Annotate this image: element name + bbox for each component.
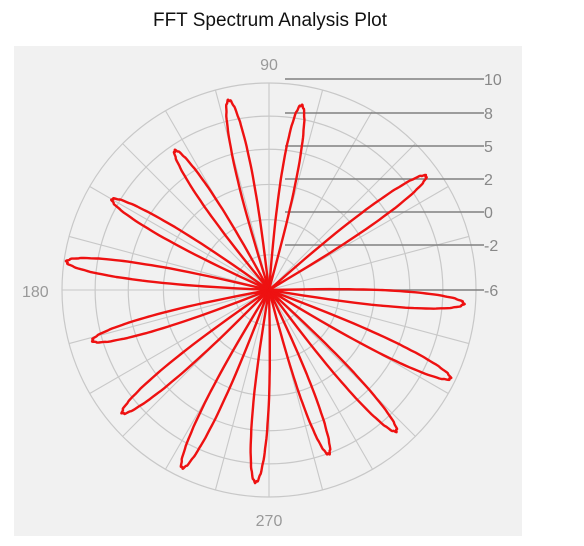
grid-spoke <box>89 289 270 394</box>
radial-tick-label: -2 <box>484 238 498 255</box>
spectrum-petal <box>90 288 270 344</box>
spectrum-petal <box>267 289 332 456</box>
spectrum-petal <box>120 288 271 416</box>
grid-spoke <box>214 89 270 291</box>
spectrum-petal <box>268 287 466 310</box>
grid-spoke <box>68 289 270 345</box>
series-layer <box>64 98 466 485</box>
spectrum-petal <box>172 148 271 292</box>
spectrum-petal <box>249 289 271 485</box>
angle-label: 270 <box>256 513 283 530</box>
grid-spoke <box>268 143 416 291</box>
radial-tick-label: 10 <box>484 72 502 89</box>
grid-spoke <box>122 143 270 291</box>
radial-ticks: 10 8 5 2 0 -2 -6 <box>285 72 502 300</box>
angle-labels: 90 180 270 <box>22 57 282 530</box>
spectrum-petal <box>109 196 270 291</box>
grid-spoke <box>268 110 373 291</box>
spectrum-petal <box>267 288 399 434</box>
angle-label: 90 <box>260 57 278 74</box>
radial-tick-label: 0 <box>484 205 493 222</box>
grid-spoke <box>268 289 416 437</box>
spectrum-petal <box>64 256 270 292</box>
grid-spoke <box>268 289 470 345</box>
grid-spoke <box>268 289 373 470</box>
spectrum-petal <box>179 289 270 470</box>
radial-tick-label: 5 <box>484 139 493 156</box>
spectrum-petal <box>268 289 453 382</box>
spectrum-petal <box>267 103 306 291</box>
angle-label: 180 <box>22 284 49 301</box>
radial-tick-label: 2 <box>484 172 493 189</box>
spectrum-petal <box>268 173 428 291</box>
grid-spoke <box>89 186 270 291</box>
radial-tick-label: -6 <box>484 283 498 300</box>
chart-title: FFT Spectrum Analysis Plot <box>152 10 388 31</box>
spectrum-petal <box>224 98 271 291</box>
radial-tick-label: 8 <box>484 106 493 123</box>
grid-spoke <box>214 289 270 491</box>
